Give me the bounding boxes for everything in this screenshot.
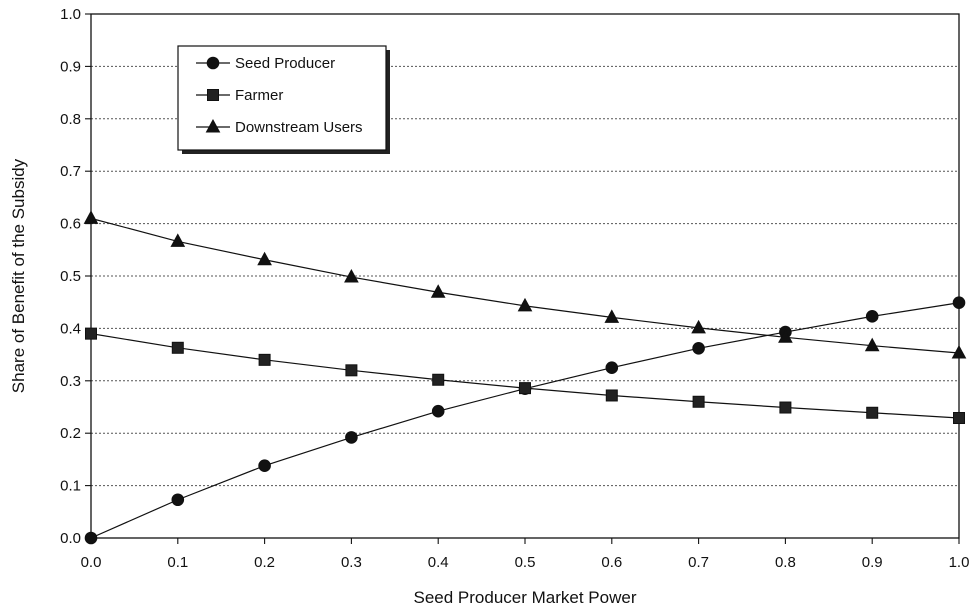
legend-label: Farmer: [235, 87, 283, 104]
data-point-circle: [865, 310, 879, 323]
data-point-square: [432, 373, 445, 386]
legend-item-square: Farmer: [196, 87, 283, 104]
y-tick-label: 0.7: [60, 163, 81, 180]
x-tick-label: 0.2: [254, 554, 275, 571]
data-point-circle: [258, 459, 271, 472]
data-point-triangle: [517, 297, 533, 312]
series-circle: [84, 296, 966, 545]
series-line: [90, 333, 960, 419]
data-point-circle: [692, 342, 705, 355]
y-tick-label: 0.8: [60, 111, 81, 128]
data-point-square: [345, 364, 358, 377]
data-point-square: [692, 395, 705, 408]
data-point-triangle: [257, 251, 272, 266]
y-tick-label: 0.2: [60, 425, 81, 442]
y-axis-label: Share of Benefit of the Subsidy: [9, 158, 28, 393]
y-tick-label: 0.9: [60, 58, 81, 75]
x-tick-label: 0.4: [428, 554, 449, 571]
data-point-triangle: [864, 337, 880, 352]
legend-item-triangle: Downstream Users: [196, 118, 363, 136]
data-point-circle: [171, 493, 185, 507]
x-tick-label: 0.9: [862, 554, 883, 571]
legend: Seed Producer Farmer Downstream Users: [177, 45, 390, 154]
data-point-circle: [84, 531, 98, 545]
y-tick-label: 0.3: [60, 373, 81, 390]
data-point-triangle: [604, 309, 620, 323]
y-tick-label: 0.1: [60, 478, 81, 495]
x-tick-label: 0.6: [601, 554, 622, 571]
data-point-triangle: [430, 284, 446, 298]
data-point-triangle: [83, 210, 99, 224]
x-tick-label: 1.0: [949, 554, 970, 571]
data-point-triangle: [344, 268, 359, 283]
data-point-triangle: [691, 319, 706, 334]
legend-marker-triangle: [205, 118, 221, 133]
data-point-square: [171, 341, 184, 354]
legend-item-circle: Seed Producer: [196, 55, 335, 72]
y-tick-label: 0.0: [60, 530, 81, 547]
series-square: [85, 327, 965, 425]
data-point-square: [85, 327, 97, 340]
series-triangle: [83, 210, 967, 359]
data-point-square: [866, 406, 879, 419]
y-tick-label: 0.5: [60, 268, 81, 285]
data-point-square: [779, 401, 792, 414]
data-point-square: [519, 382, 531, 395]
data-point-triangle: [778, 329, 793, 343]
y-tick-label: 0.6: [60, 216, 81, 233]
data-point-square: [605, 389, 618, 402]
data-point-circle: [345, 431, 358, 444]
data-point-triangle: [170, 233, 186, 247]
data-point-circle: [431, 404, 445, 418]
series-line: [90, 302, 960, 539]
series-line: [90, 217, 960, 354]
data-point-circle: [605, 361, 619, 375]
data-point-square: [953, 412, 965, 425]
legend-marker-square: [207, 89, 219, 101]
x-tick-label: 0.0: [81, 554, 102, 571]
x-axis-ticks: 0.0 0.1 0.2 0.3 0.4 0.5 0.6 0.7 0.8 0.9 1.0: [81, 538, 970, 571]
legend-marker-circle: [206, 56, 220, 70]
data-point-circle: [952, 296, 966, 310]
x-tick-label: 0.8: [775, 554, 796, 571]
series-layer: [83, 210, 967, 545]
y-axis-ticks: 0.0 0.1 0.2 0.3 0.4 0.5 0.6 0.7 0.8 0.9 1.0: [60, 6, 91, 547]
legend-label: Downstream Users: [235, 119, 363, 136]
x-tick-label: 0.1: [167, 554, 188, 571]
data-point-square: [258, 353, 271, 366]
x-tick-label: 0.5: [515, 554, 536, 571]
legend-label: Seed Producer: [235, 55, 335, 72]
x-tick-label: 0.3: [341, 554, 362, 571]
y-tick-label: 0.4: [60, 320, 81, 337]
y-tick-label: 1.0: [60, 6, 81, 23]
x-axis-label: Seed Producer Market Power: [414, 588, 637, 607]
x-tick-label: 0.7: [688, 554, 709, 571]
data-point-triangle: [951, 344, 967, 359]
